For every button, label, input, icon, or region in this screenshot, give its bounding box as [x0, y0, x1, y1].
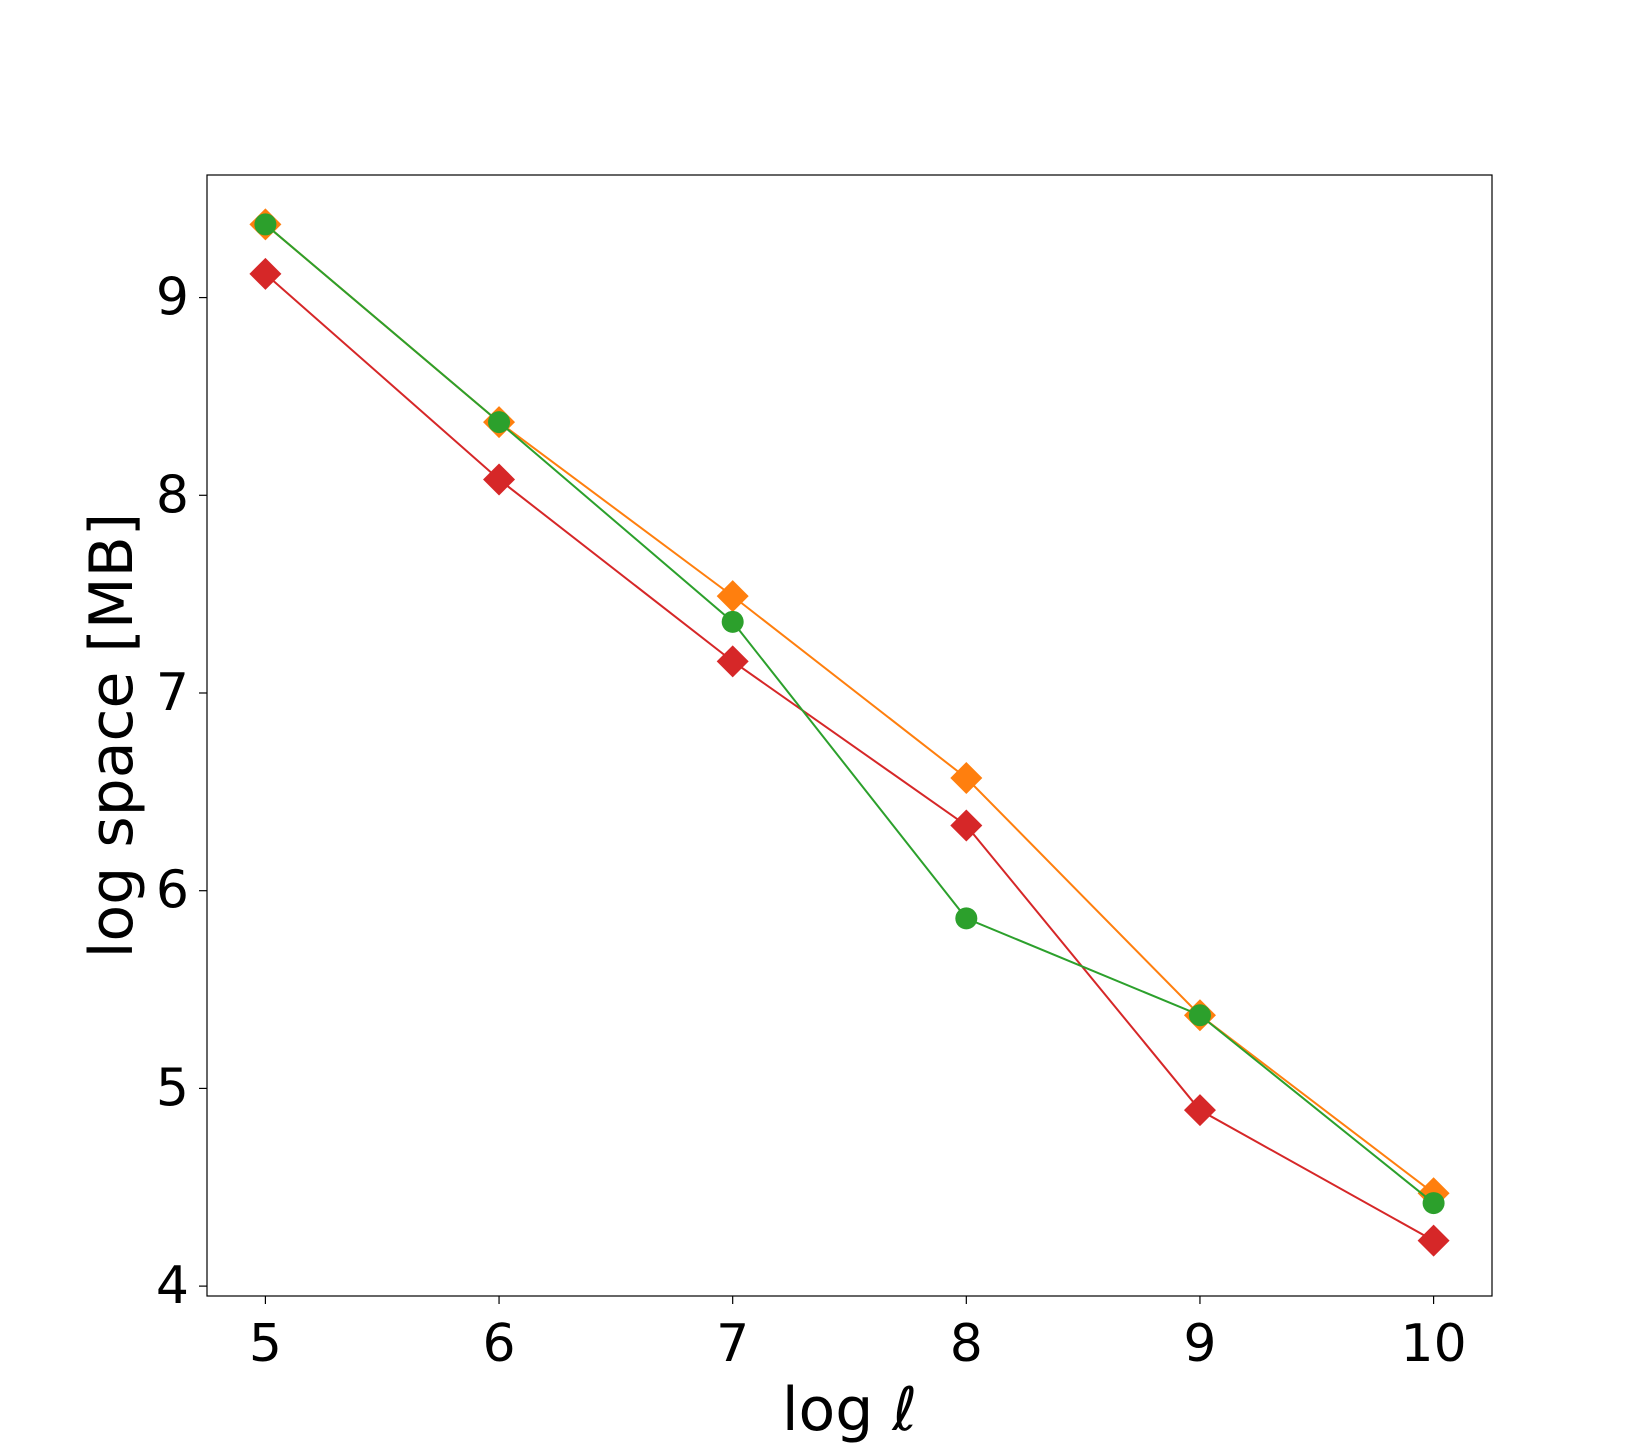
series-1-point [950, 762, 983, 795]
y-tick-label: 4 [156, 1256, 189, 1316]
series-2-line [264, 273, 1435, 1242]
series-3-point [254, 213, 277, 236]
x-tick-label: 7 [716, 1314, 749, 1374]
axes-frame [206, 174, 1493, 1297]
y-tick-label: 9 [156, 268, 189, 328]
x-tick-label: 10 [1401, 1314, 1467, 1374]
series-3-point [1422, 1192, 1445, 1215]
x-tick-label: 8 [950, 1314, 983, 1374]
series-2-point [716, 645, 749, 678]
series-3-point [1188, 1004, 1211, 1027]
y-axis-label: log space [MB] [77, 513, 147, 958]
series-3-point [488, 411, 511, 434]
x-tick-label: 9 [1183, 1314, 1216, 1374]
y-tick-label: 8 [156, 465, 189, 525]
series-3 [254, 213, 1445, 1215]
series-layer [249, 208, 1450, 1257]
x-tick-label: 6 [482, 1314, 515, 1374]
series-1-point [716, 580, 749, 613]
series-3-line [264, 223, 1435, 1204]
series-3-point [721, 610, 744, 633]
x-axis-label: log ℓ [782, 1375, 917, 1445]
plot-background [207, 175, 1492, 1296]
series-2-point [1183, 1094, 1216, 1127]
x-tick-label: 5 [249, 1314, 282, 1374]
y-tick-label: 5 [156, 1058, 189, 1118]
y-tick-label: 6 [156, 861, 189, 921]
series-2 [249, 257, 1450, 1257]
series-3-point [955, 907, 978, 930]
series-2-point [950, 809, 983, 842]
y-tick-label: 7 [156, 663, 189, 723]
plot-area [207, 175, 1492, 1296]
series-2-point [1417, 1224, 1450, 1257]
series-2-point [249, 257, 282, 290]
series-2-point [483, 463, 516, 496]
